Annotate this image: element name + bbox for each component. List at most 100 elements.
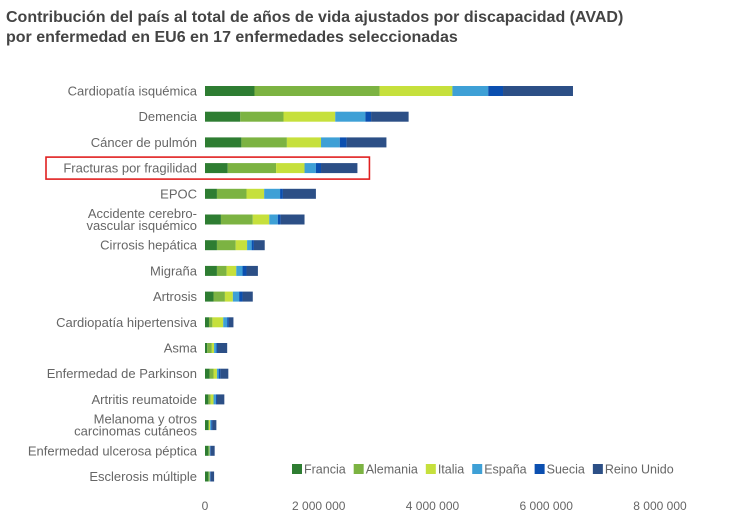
category-label: Migraña — [150, 263, 198, 278]
x-tick-label: 2 000 000 — [292, 499, 346, 513]
bar-segment — [216, 368, 219, 379]
bar-segment — [215, 394, 217, 405]
category-labels: Cardiopatía isquémica Demencia Cáncer de p… — [28, 84, 198, 485]
bar-segment — [213, 368, 217, 379]
bar-segment — [205, 368, 210, 379]
bar-segment — [282, 188, 316, 199]
bar-segment — [227, 163, 277, 174]
legend-label: Suecia — [547, 463, 585, 477]
bar-segment — [488, 86, 504, 96]
bar-segment — [216, 240, 236, 251]
bar-segment — [247, 240, 252, 251]
bar-segment — [209, 445, 211, 456]
bar-segment — [246, 265, 258, 276]
bar-segment — [220, 214, 253, 225]
bar-segment — [205, 188, 217, 199]
bar-segment — [214, 343, 217, 353]
bar-segment — [216, 265, 227, 276]
bar-segment — [252, 214, 270, 225]
bar-segment — [321, 163, 358, 174]
bar-segment — [210, 394, 214, 405]
bar-segment — [254, 86, 380, 96]
bar-segment — [210, 445, 211, 456]
bar-segment — [208, 445, 209, 456]
bar-segment — [232, 291, 240, 302]
bar-segment — [246, 188, 265, 199]
bar-segment — [208, 394, 211, 405]
bar-segment — [205, 137, 242, 148]
x-tick-label: 8 000 000 — [633, 499, 687, 513]
bar-segment — [205, 471, 209, 482]
bar-segment — [205, 214, 221, 225]
bar-segment — [211, 343, 215, 353]
bar-segment — [241, 137, 287, 148]
bar-segment — [251, 240, 254, 251]
category-label: Accidente cerebro-vascular isquémico — [86, 206, 197, 233]
bar-segment — [242, 265, 247, 276]
category-label: Fracturas por fragilidad — [63, 161, 197, 176]
bar-segment — [210, 471, 215, 482]
bar-segment — [210, 445, 215, 456]
bar-segment — [239, 291, 243, 302]
category-label: Melanoma y otros carcinomas cutáneos — [74, 412, 197, 439]
legend-swatch — [472, 464, 483, 474]
category-label: Cirrosis hepática — [100, 238, 198, 253]
bar-segment — [346, 137, 387, 148]
bar-segment — [209, 471, 211, 482]
x-tick-label: 6 000 000 — [520, 499, 574, 513]
bar-segment — [365, 111, 372, 122]
chart-title-line-1: Contribución del país al total de años d… — [6, 9, 624, 26]
bar-segment — [212, 317, 224, 328]
category-label: Cáncer de pulmón — [91, 135, 197, 150]
bar-segment — [371, 111, 409, 122]
legend-swatch — [425, 464, 436, 474]
category-label: Cardiopatía isquémica — [68, 84, 198, 99]
bar-segment — [253, 240, 265, 251]
bar-segment — [280, 188, 283, 199]
bar-segment — [304, 163, 316, 174]
bar-segment — [208, 420, 211, 431]
bar-segment — [339, 137, 347, 148]
bar-segment — [276, 163, 305, 174]
bar-segment — [205, 86, 255, 96]
legend-label: Italia — [438, 463, 464, 477]
legend-swatch — [592, 464, 603, 474]
chart-title: Contribución del país al total de años d… — [6, 8, 741, 48]
category-label: Artrosis — [153, 289, 198, 304]
chart-title-line-2: por enfermedad en EU6 en 17 enfermedades… — [6, 29, 458, 46]
category-label: Demencia — [138, 109, 197, 124]
bar-segment — [228, 317, 234, 328]
bar-segment — [208, 420, 209, 431]
legend-swatch — [534, 464, 545, 474]
bar-segment — [227, 317, 229, 328]
legend-label: Reino Unido — [605, 463, 674, 477]
legend-swatch — [292, 464, 302, 474]
legend-label: Francia — [304, 463, 346, 477]
bar-segment — [277, 214, 281, 225]
highlight-layer — [45, 156, 371, 180]
bar-segment — [223, 317, 228, 328]
bar-segment — [208, 471, 209, 482]
bar-segment — [205, 240, 217, 251]
bar-segment — [211, 420, 213, 431]
bar-segment — [207, 343, 212, 353]
bar-segment — [218, 368, 221, 379]
legend: Francia Alemania Italia España Suecia Reino U… — [292, 463, 674, 477]
bar-segment — [321, 137, 340, 148]
bar-segment — [236, 265, 243, 276]
category-label: Enfermedad ulcerosa péptica — [28, 443, 198, 458]
bars-layer — [205, 86, 573, 482]
bar-segment — [205, 111, 241, 122]
bar-segment — [213, 291, 225, 302]
bar-segment — [226, 265, 237, 276]
bar-segment — [217, 343, 228, 353]
bar-segment — [283, 111, 336, 122]
bar-segment — [503, 86, 573, 96]
legend-swatch — [353, 464, 364, 474]
bar-segment — [269, 214, 278, 225]
x-axis: 0 2 000 000 4 000 000 6 000 000 8 000 000 — [202, 499, 687, 513]
highlight-box — [45, 156, 371, 180]
bar-segment — [242, 291, 253, 302]
bar-segment — [205, 163, 228, 174]
